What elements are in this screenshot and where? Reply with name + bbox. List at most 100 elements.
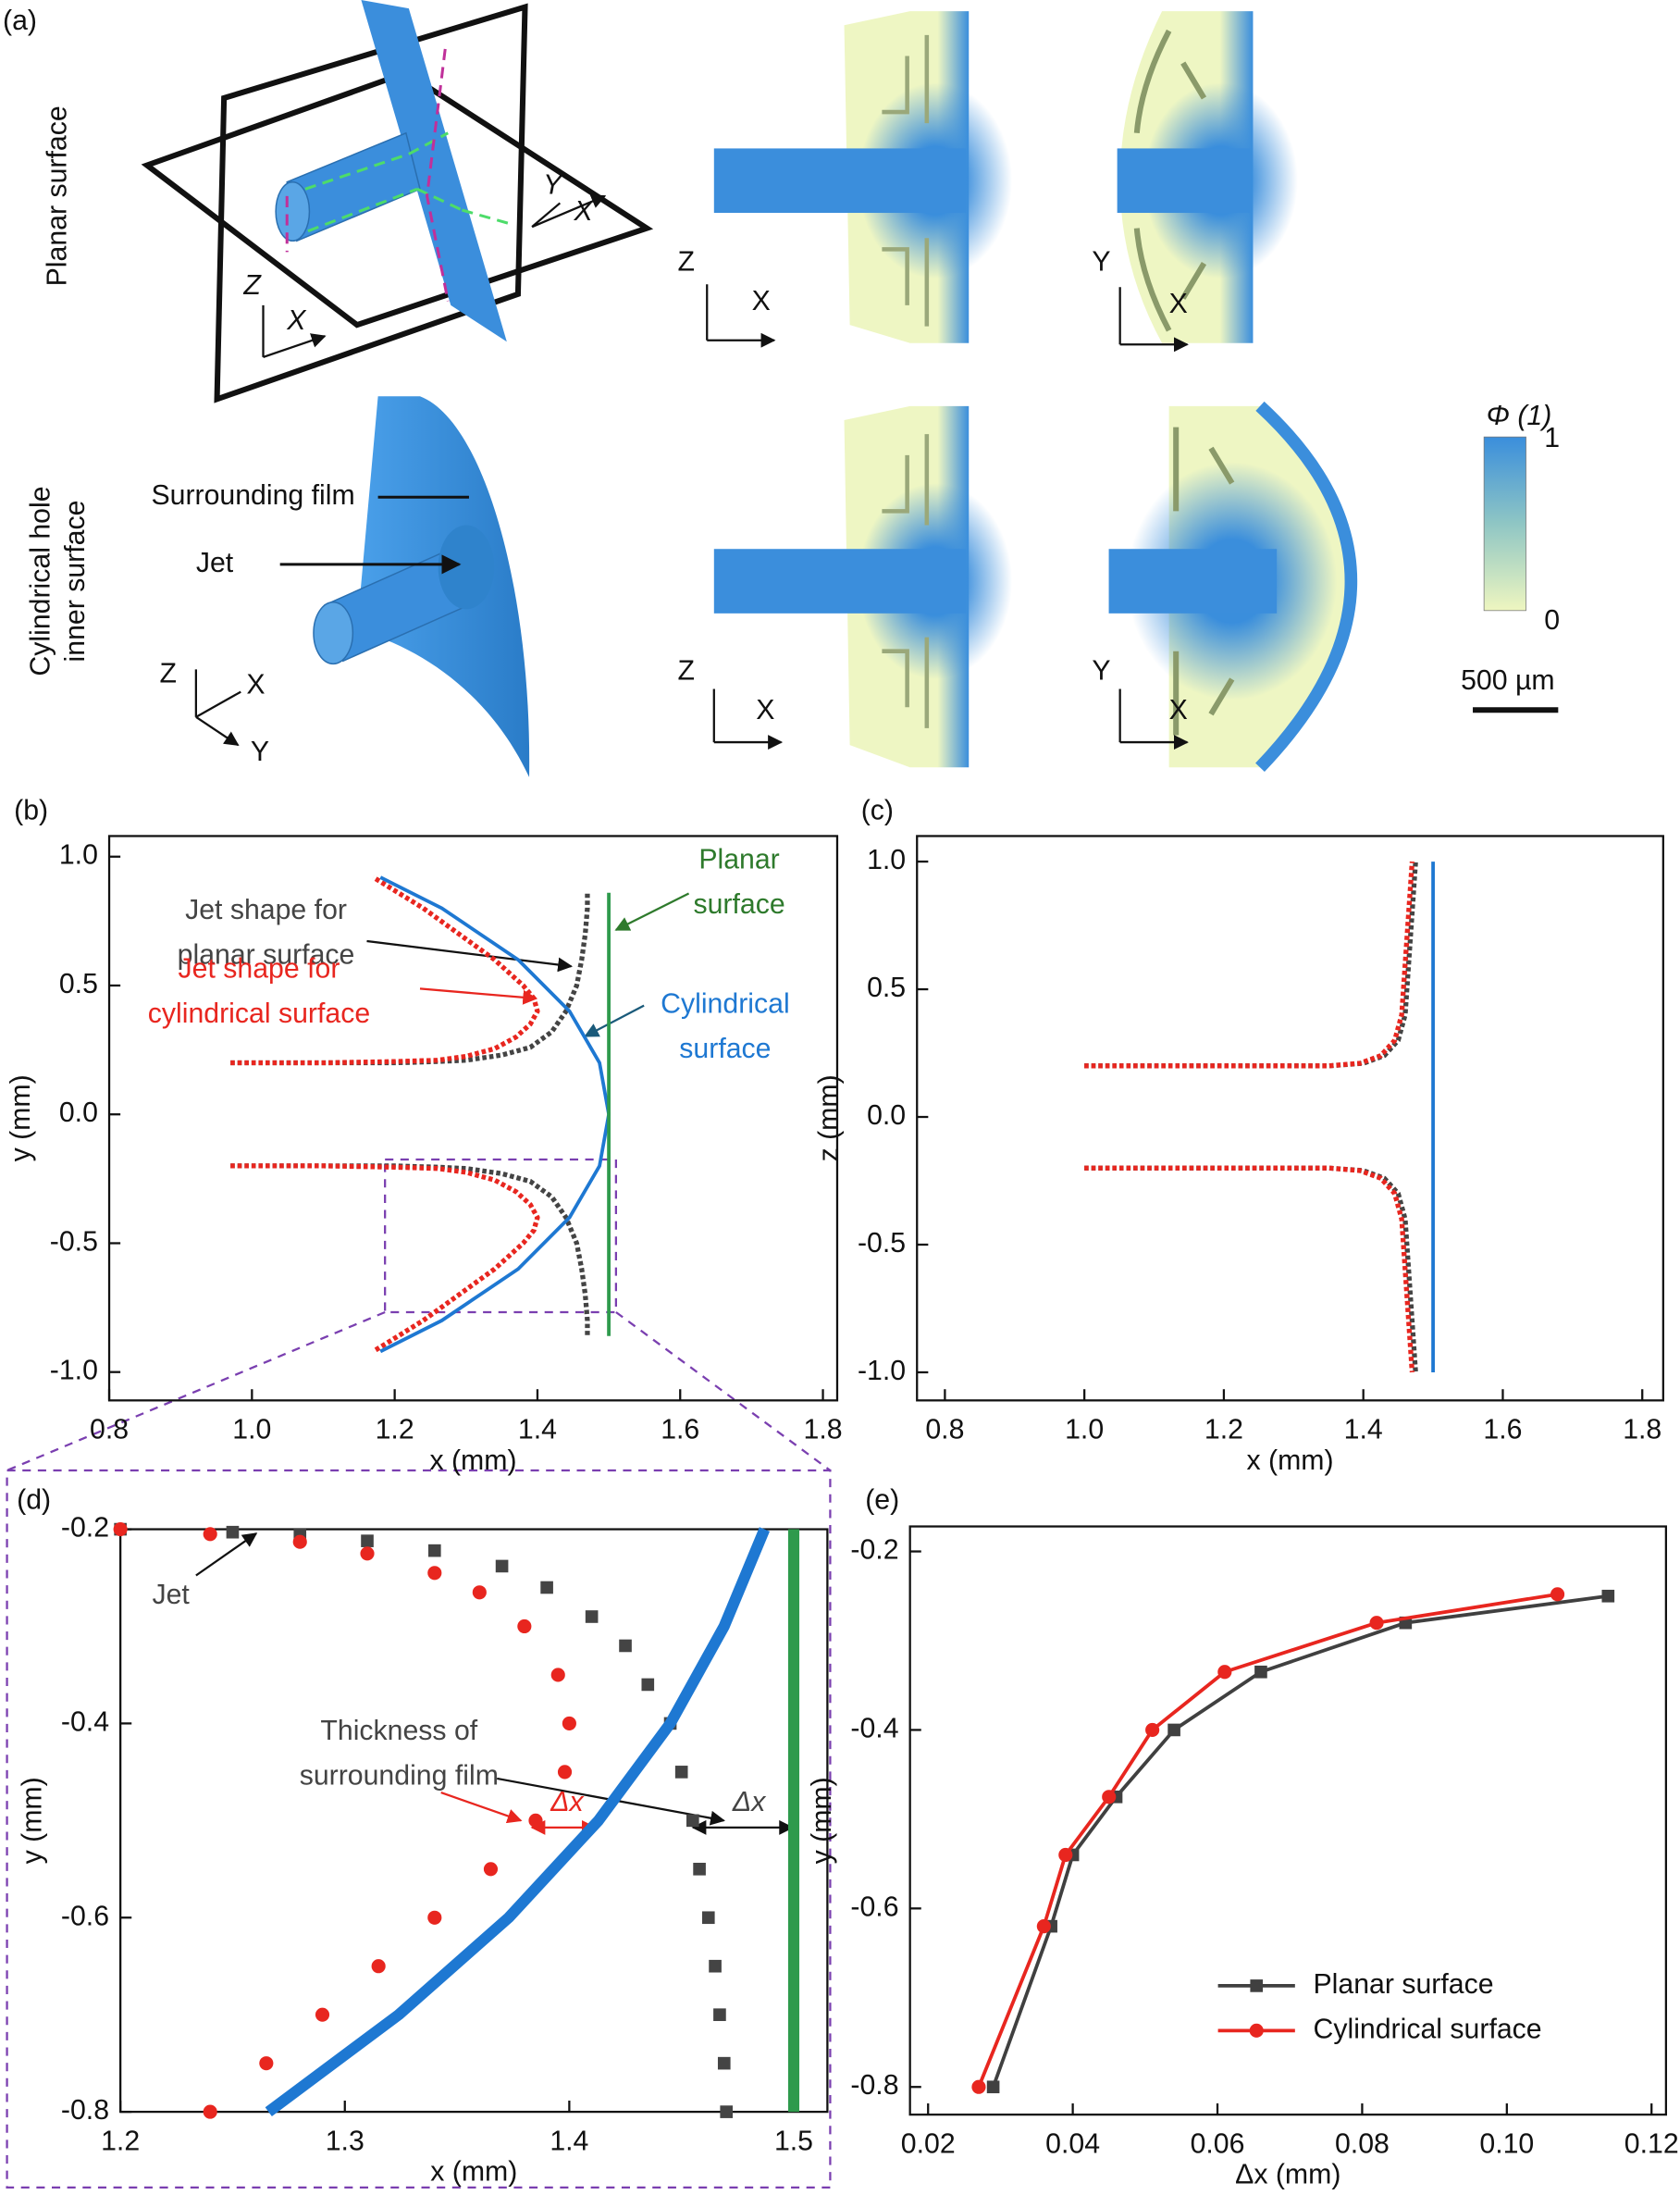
marker <box>113 1521 128 1537</box>
plot-frame <box>119 1528 829 2114</box>
axis-letter: Z <box>677 655 694 686</box>
x-tick-label: 1.5 <box>774 2126 813 2156</box>
x-axis-label: x (mm) <box>1246 1445 1333 1476</box>
marker <box>585 1610 599 1623</box>
plane <box>141 69 654 329</box>
panel-label: (a) <box>3 6 37 36</box>
y-tick-label: -0.4 <box>850 1713 898 1743</box>
marker <box>720 2105 734 2118</box>
x-tick-label: 1.2 <box>1204 1415 1243 1445</box>
marker <box>203 1527 217 1542</box>
colorbar <box>1483 436 1526 612</box>
notch <box>1133 29 1207 332</box>
y-tick-label: 0.5 <box>59 969 98 999</box>
jet-section <box>1108 549 1278 614</box>
x-tick-label: 0.10 <box>1479 2128 1534 2159</box>
annotation: Cylindrical <box>661 989 790 1020</box>
zoom-box <box>384 1158 618 1314</box>
annotation-arrow <box>584 1004 645 1037</box>
panel-label: (e) <box>865 1484 899 1515</box>
marker <box>427 1566 442 1581</box>
axis-letter: Z <box>160 658 177 688</box>
marker <box>1145 1722 1160 1738</box>
annotation: Surrounding film <box>151 480 354 511</box>
annotation: surrounding film <box>300 1760 499 1791</box>
chart: (c) 0.8 1.0 1.2 1.4 1.6 1.8 -1.0 -0.5 0.0 0.5 1.0 x … <box>813 796 1664 1476</box>
outline <box>285 48 450 302</box>
plot-frame <box>908 1525 1668 2116</box>
x-tick-label: 1.0 <box>232 1415 271 1445</box>
annotation-arrow <box>366 939 574 973</box>
axis-letter: X <box>756 695 774 725</box>
surface-film <box>1255 401 1358 773</box>
axis-letter: Y <box>251 737 269 767</box>
marker <box>1254 1665 1267 1679</box>
annotation: Jet <box>196 548 234 578</box>
y-tick-label: -0.8 <box>850 2070 898 2101</box>
x-tick-label: 0.12 <box>1624 2128 1679 2159</box>
legend-marker <box>1250 1979 1264 1992</box>
notch <box>882 434 930 728</box>
notch <box>882 34 930 327</box>
y-tick-label: -0.6 <box>61 1901 109 1931</box>
marker <box>472 1585 487 1600</box>
x-tick-label: 0.04 <box>1045 2128 1100 2159</box>
marker <box>517 1618 532 1634</box>
axis-letter: Y <box>1092 247 1110 278</box>
marker <box>1369 1616 1384 1631</box>
x-tick-label: 1.2 <box>376 1415 414 1445</box>
marker <box>1036 1919 1051 1934</box>
y-tick-label: -0.8 <box>61 2095 109 2126</box>
marker <box>361 1534 374 1547</box>
x-tick-label: 1.8 <box>1623 1415 1661 1445</box>
marker <box>557 1765 573 1780</box>
marker <box>540 1581 553 1594</box>
colorbar-title: Φ (1) <box>1487 401 1552 431</box>
marker <box>701 1911 715 1925</box>
y-tick-label: -0.2 <box>850 1535 898 1566</box>
jet-section <box>1117 148 1251 214</box>
axis-letter: Z <box>677 247 694 278</box>
surface-sheet <box>361 0 507 342</box>
x-tick-label: 0.8 <box>90 1415 129 1445</box>
annotation: Jet shape for <box>185 895 347 925</box>
x-tick-label: 1.8 <box>804 1415 843 1445</box>
axis-arrow <box>706 284 774 341</box>
y-tick-label: -0.6 <box>850 1891 898 1922</box>
jet-section <box>713 148 967 214</box>
y-tick-label: 0.0 <box>867 1100 906 1131</box>
marker <box>709 1959 722 1973</box>
x-tick-label: 1.4 <box>1344 1415 1383 1445</box>
marker <box>986 2080 1000 2094</box>
legend-label: Planar surface <box>1314 1969 1494 2000</box>
marker <box>550 1668 565 1682</box>
x-tick-label: 1.4 <box>550 2126 588 2156</box>
chart: (b) 0.8 1.0 1.2 1.4 1.6 1.8 -1.0 -0.5 0.0 0.5 1.0 x … <box>6 796 842 1476</box>
panel-label: (d) <box>17 1484 51 1515</box>
x-tick-label: 1.6 <box>661 1415 699 1445</box>
marker <box>1167 1723 1180 1737</box>
x-tick-label: 0.8 <box>925 1415 964 1445</box>
marker <box>427 1544 441 1557</box>
jet-section <box>713 549 967 614</box>
chart: (d) 1.2 1.3 1.4 1.5 -0.2 -0.4 -0.6 -0.8 x (mm) y (… <box>17 1484 829 2188</box>
series-line <box>230 874 540 1354</box>
x-axis-label: Δx (mm) <box>1235 2160 1340 2190</box>
y-tick-label: -1.0 <box>858 1356 906 1386</box>
y-tick-label: -1.0 <box>50 1356 98 1386</box>
axis-letter: X <box>1169 695 1188 725</box>
y-tick-label: -0.4 <box>61 1706 109 1737</box>
zoom-line <box>615 1311 832 1471</box>
annotation: Δx <box>732 1787 767 1817</box>
annotation: Thickness of <box>320 1716 477 1746</box>
marker <box>619 1639 632 1653</box>
y-tick-label: -0.5 <box>50 1226 98 1257</box>
zoom-line <box>6 1310 386 1472</box>
x-axis-label: x (mm) <box>429 1445 516 1476</box>
marker <box>259 2056 274 2071</box>
axis-letter: Y <box>543 169 563 200</box>
marker <box>1217 1665 1232 1680</box>
axis-letter: Z <box>242 270 262 301</box>
